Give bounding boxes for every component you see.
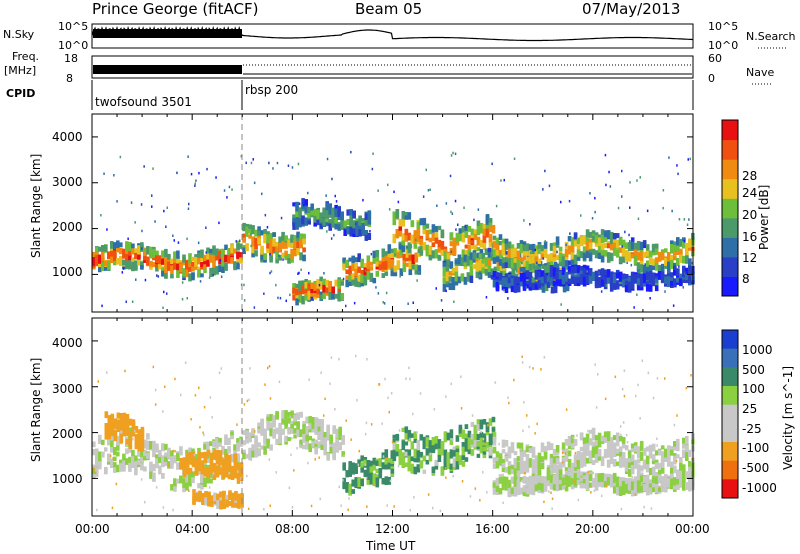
velocity-ytick-4000: 4000 (52, 336, 83, 350)
power-band-7 (492, 229, 695, 275)
x-tick-0: 00:00 (75, 522, 110, 536)
nave-tick-bottom: 0 (708, 72, 715, 85)
power-ytick-3000: 3000 (52, 175, 83, 189)
power-colorbar (722, 120, 738, 297)
freq-trace-block (93, 65, 242, 74)
nave-label: Nave (746, 66, 774, 79)
nsearch-tick-bottom: 10^0 (708, 39, 738, 52)
freq-unit-label: [MHz] (4, 64, 36, 77)
x-tick-6: 00:00 (675, 522, 710, 536)
velocity-ylabel: Slant Range [km] (29, 358, 43, 462)
velocity-cbar-tick-m100: -100 (742, 441, 769, 455)
power-cbar-tick-8: 8 (742, 272, 750, 286)
freq-label: Freq. (12, 50, 39, 63)
power-ylabel: Slant Range [km] (29, 154, 43, 258)
power-cbar-tick-20: 20 (742, 208, 757, 222)
beam-title: Beam 05 (355, 0, 422, 18)
velocity-heatmap (92, 354, 695, 513)
velocity-ytick-3000: 3000 (52, 382, 83, 396)
power-cbar-segment (722, 198, 738, 219)
nsky-tick-top: 10^5 (58, 20, 88, 33)
date-title: 07/May/2013 (582, 0, 680, 18)
power-cbar-tick-16: 16 (742, 230, 757, 244)
power-band-3 (292, 198, 372, 241)
power-sparse-echoes (100, 150, 693, 309)
nsearch-tick-top: 10^5 (708, 20, 738, 33)
x-axis-label: Time UT (365, 539, 416, 553)
power-cbar-segment (722, 256, 738, 277)
station-title: Prince George (fitACF) (92, 0, 258, 18)
power-colorbar-frame (721, 119, 739, 297)
vel-cbar-segment (722, 423, 738, 443)
power-band-8 (492, 264, 695, 293)
power-colorbar-label: Power [dB] (757, 185, 771, 250)
x-tick-3: 12:00 (375, 522, 410, 536)
velocity-cbar-tick-m500: -500 (742, 461, 769, 475)
velocity-ytick-2000: 2000 (52, 427, 83, 441)
power-cbar-tick-12: 12 (742, 251, 757, 265)
power-cbar-segment (722, 120, 738, 141)
velocity-axis-ticks (91, 318, 694, 516)
vel-cbar-segment (722, 479, 738, 499)
velocity-cbar-tick-25: 25 (742, 402, 757, 416)
power-cbar-segment (722, 237, 738, 258)
freq-tick-bottom: 8 (66, 72, 73, 85)
velocity-colorbar-label: Velocity [m s^-1] (781, 366, 795, 470)
nave-tick-top: 60 (708, 52, 722, 65)
vel-cbar-segment (722, 367, 738, 387)
x-tick-1: 04:00 (175, 522, 210, 536)
nsky-panel-frame (91, 23, 694, 49)
power-axis-ticks (91, 114, 694, 312)
power-cbar-segment (722, 178, 738, 199)
freq-tick-top: 18 (64, 52, 78, 65)
power-heatmap (92, 150, 695, 309)
power-ytick-4000: 4000 (52, 130, 83, 144)
power-band-0 (92, 240, 243, 282)
velocity-colorbar (722, 330, 738, 499)
velocity-colorbar-frame (721, 329, 739, 499)
power-band-1 (242, 222, 306, 264)
x-tick-2: 08:00 (275, 522, 310, 536)
nsky-tick-bottom: 10^0 (58, 39, 88, 52)
vel-band-4 (242, 410, 345, 461)
nsky-trace (91, 25, 693, 42)
power-ytick-2000: 2000 (52, 220, 83, 234)
power-cbar-tick-28: 28 (742, 169, 757, 183)
vel-cbar-segment (722, 330, 738, 350)
vel-band-6 (392, 416, 496, 476)
velocity-cbar-tick-1000: 1000 (742, 343, 773, 357)
vel-band-3 (192, 489, 244, 510)
freq-panel-frame (91, 55, 694, 79)
vel-sparse-echoes (93, 354, 694, 513)
cpid-label: CPID (6, 87, 35, 100)
power-cbar-segment (722, 139, 738, 160)
vel-band-5 (342, 449, 395, 496)
vel-cbar-segment (722, 386, 738, 406)
power-cbar-segment (722, 217, 738, 238)
nsky-label: N.Sky (3, 28, 35, 41)
velocity-cbar-tick-m25: -25 (742, 422, 762, 436)
nsearch-label: N.Search (746, 30, 796, 43)
x-tick-5: 20:00 (575, 522, 610, 536)
cpid-second: rbsp 200 (245, 83, 298, 97)
power-cbar-segment (722, 276, 738, 297)
vel-cbar-segment (722, 442, 738, 462)
power-cbar-segment (722, 159, 738, 180)
power-cbar-tick-24: 24 (742, 186, 757, 200)
velocity-cbar-tick-m1000: -1000 (742, 481, 777, 495)
power-ytick-1000: 1000 (52, 265, 83, 279)
velocity-cbar-tick-100: 100 (742, 382, 765, 396)
vel-cbar-segment (722, 348, 738, 368)
power-band-2 (292, 276, 344, 306)
vel-band-1 (104, 411, 145, 452)
x-tick-4: 16:00 (475, 522, 510, 536)
vel-cbar-segment (722, 460, 738, 480)
velocity-cbar-tick-500: 500 (742, 363, 765, 377)
velocity-ytick-1000: 1000 (52, 472, 83, 486)
vel-band-8 (492, 469, 695, 498)
vel-cbar-segment (722, 404, 738, 424)
cpid-first: twofsound 3501 (95, 95, 192, 109)
